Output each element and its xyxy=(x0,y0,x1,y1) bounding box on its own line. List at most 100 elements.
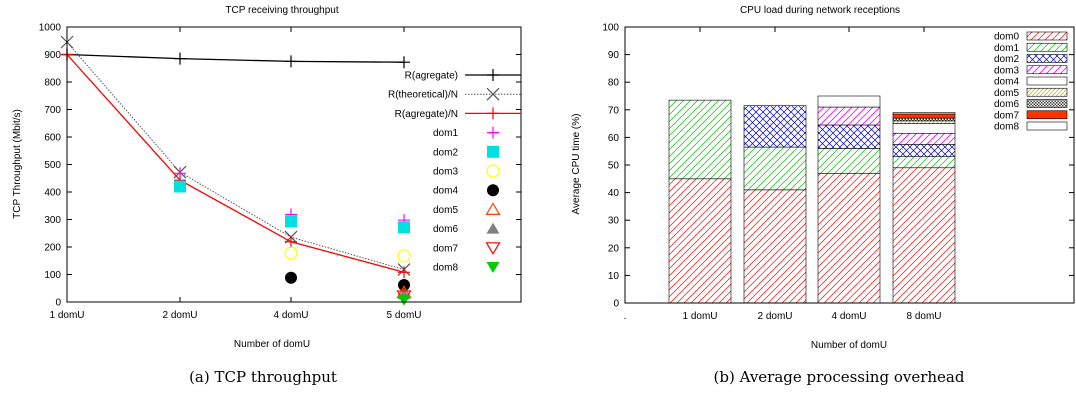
y-tick-label: 500 xyxy=(44,160,61,171)
data-point xyxy=(174,52,186,65)
bar-segment xyxy=(892,132,956,145)
square-glyph xyxy=(285,215,297,228)
data-point xyxy=(398,266,410,279)
y-tick-label: 300 xyxy=(44,215,61,226)
x-tick-label: 4 domU xyxy=(273,310,308,321)
triangle-down-glyph xyxy=(485,242,501,255)
x-tick-label: 8 domU xyxy=(906,311,941,322)
data-point xyxy=(285,235,297,248)
cross-glyph xyxy=(486,87,500,101)
legend-marker xyxy=(486,222,500,234)
legend-label: dom7 xyxy=(994,110,1019,121)
bar-segment xyxy=(892,144,956,158)
triangle-down-glyph xyxy=(486,262,500,273)
bar-segment xyxy=(668,99,732,180)
bar-segment xyxy=(743,105,807,148)
legend-label: R(theoretical)/N xyxy=(388,90,458,101)
series-line xyxy=(66,54,405,273)
legend-item: dom6 xyxy=(433,222,500,235)
x-tick-label: 1 domU xyxy=(49,310,84,321)
x-tick-label: 2 domU xyxy=(162,310,197,321)
plus-glyph xyxy=(174,167,186,180)
legend-swatch xyxy=(1026,87,1068,97)
legend-label: dom4 xyxy=(433,186,458,197)
y-tick-label: 400 xyxy=(44,188,61,199)
legend-label: dom6 xyxy=(994,99,1019,110)
data-point xyxy=(398,221,410,234)
legend-marker xyxy=(486,87,500,101)
plus-glyph xyxy=(398,56,410,69)
legend-item: dom0 xyxy=(994,31,1068,43)
bar-segment xyxy=(892,167,956,304)
y-tick-label: 30 xyxy=(608,216,620,227)
legend-swatch xyxy=(1026,110,1068,120)
plus-glyph xyxy=(398,266,410,279)
legend-swatch xyxy=(1026,54,1068,63)
bar-segment xyxy=(892,123,956,134)
data-point xyxy=(398,278,410,291)
legend-swatch xyxy=(1026,76,1068,86)
data-point xyxy=(174,180,186,193)
y-tick-label: 90 xyxy=(608,50,620,61)
triangle-down-glyph xyxy=(397,294,411,306)
legend-marker xyxy=(487,145,499,158)
caption-left: (a) TCP throughput xyxy=(189,368,337,386)
legend-item: dom3 xyxy=(433,164,500,178)
legend-swatch xyxy=(1026,31,1068,41)
legend-item: dom4 xyxy=(433,184,499,197)
legend-item: R(agregate)/N xyxy=(395,107,521,120)
plus-glyph xyxy=(285,235,297,248)
bar-segment xyxy=(817,95,881,108)
bar-segment xyxy=(817,124,881,149)
circle-glyph xyxy=(397,249,411,263)
legend-item: dom2 xyxy=(433,145,499,158)
y-tick-label: 200 xyxy=(44,243,61,254)
legend-label: dom2 xyxy=(433,147,458,158)
plus-glyph xyxy=(487,69,499,81)
legend-item: dom7 xyxy=(994,110,1068,121)
y-tick-label: 50 xyxy=(608,161,620,172)
legend-item: dom5 xyxy=(433,202,501,216)
legend-label: dom3 xyxy=(994,65,1019,76)
legend-marker xyxy=(487,107,499,120)
circle-glyph xyxy=(398,278,410,291)
bar-segment xyxy=(817,106,881,126)
data-point xyxy=(285,55,297,68)
series-line xyxy=(66,41,405,271)
circle-glyph xyxy=(487,184,499,197)
legend-item: dom5 xyxy=(994,87,1068,99)
y-tick-label: 10 xyxy=(608,271,620,282)
circle-glyph xyxy=(285,271,297,284)
legend-label: dom5 xyxy=(433,205,458,216)
legend-item: dom4 xyxy=(994,76,1068,88)
caption-right: (b) Average processing overhead xyxy=(714,368,965,386)
legend-swatch xyxy=(1026,65,1068,75)
x-axis-label: Number of domU xyxy=(234,339,310,350)
bar-segment xyxy=(668,178,732,304)
legend-label: R(agregate)/N xyxy=(395,109,458,120)
legend-marker xyxy=(487,69,499,81)
square-glyph xyxy=(487,145,499,158)
plot-frame xyxy=(66,26,522,303)
y-tick-label: 0 xyxy=(55,298,61,309)
legend-item: dom3 xyxy=(994,65,1068,76)
y-tick-label: 80 xyxy=(608,78,620,89)
bar-segment xyxy=(892,113,956,119)
x-tick-label: 2 domU xyxy=(757,311,792,322)
y-tick-label: 0 xyxy=(613,299,619,310)
legend-label: dom0 xyxy=(994,32,1019,43)
y-tick-label: 100 xyxy=(602,23,619,34)
circle-glyph xyxy=(486,164,500,178)
legend-label: dom7 xyxy=(433,243,458,254)
plot-frame xyxy=(624,26,1075,304)
bar-segment xyxy=(892,120,956,124)
bar-segment xyxy=(817,172,881,304)
legend-item: dom1 xyxy=(994,43,1068,54)
legend-label: dom4 xyxy=(994,77,1019,88)
legend-marker xyxy=(485,242,501,255)
legend-label: dom6 xyxy=(433,224,458,235)
legend-item: dom2 xyxy=(994,54,1068,65)
legend-swatch xyxy=(1026,121,1068,131)
square-glyph xyxy=(398,221,410,234)
